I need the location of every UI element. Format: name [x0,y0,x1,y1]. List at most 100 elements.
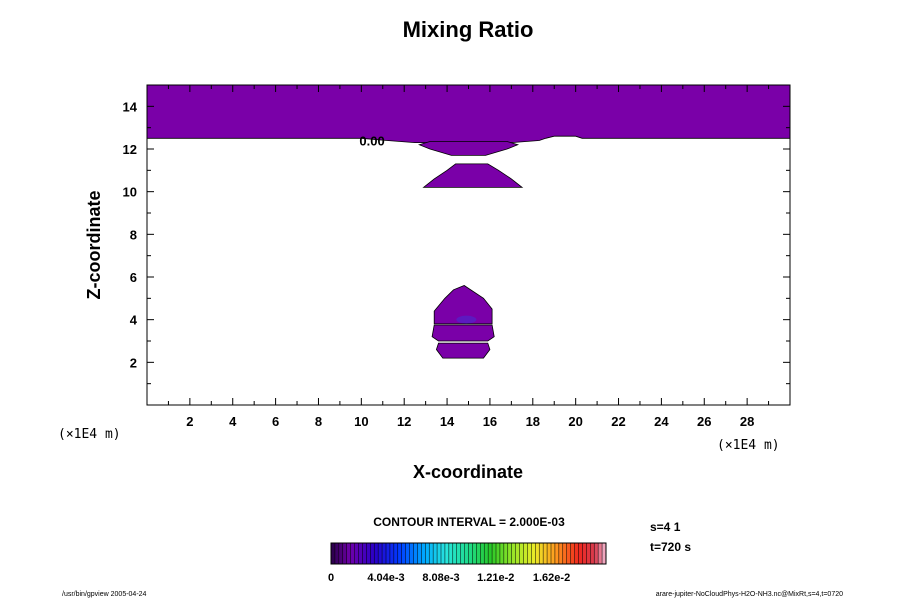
x-tick-label: 4 [229,414,237,429]
colorbar-tick-label: 8.08e-3 [422,572,459,584]
contour-region-band-10 [422,163,524,188]
colorbar-cell [539,543,544,564]
colorbar-tick-labels: 0 4.04e-3 8.08e-3 1.21e-2 1.62e-2 [328,572,570,584]
contour-region-cell-lower [435,342,491,359]
y-tick-label: 6 [130,270,137,285]
colorbar-tick-label: 4.04e-3 [367,572,404,584]
colorbar-cell [499,543,505,564]
colorbar-cell [535,543,540,564]
colorbar-cell [519,543,524,564]
colorbar-cell [452,543,457,564]
colorbar-cell [468,543,473,564]
colorbar-cell [531,543,536,564]
x-tick-label: 10 [354,414,368,429]
contour-core [456,315,477,324]
colorbar-cell [413,543,418,564]
colorbar-cell [472,543,477,564]
colorbar-cell [558,543,563,564]
colorbar-cell [511,543,516,564]
y-axis-label: Z-coordinate [84,190,104,299]
colorbar-cell [543,543,548,564]
chart-title: Mixing Ratio [403,17,534,42]
colorbar-frame [330,542,607,565]
colorbar-cell [551,543,556,564]
colorbar-cell [409,543,414,564]
colorbar-cell [488,543,493,564]
colorbar-cell [444,543,450,564]
contour-region-band-12 [417,141,520,156]
colorbar-tick-label: 0 [328,572,334,584]
x-tick-label: 26 [697,414,711,429]
colorbar-cell [594,543,599,564]
colorbar-cell [386,543,391,564]
colorbar-cell [496,543,501,564]
colorbar-cell [389,543,395,564]
colorbar-cell [382,543,387,564]
colorbar-cell [456,543,461,564]
colorbar-cell [562,543,567,564]
x-unit-left: (×1E4 m) [58,427,121,442]
colorbar-cell [429,543,434,564]
colorbar-cell [507,543,512,564]
x-tick-label: 28 [740,414,754,429]
x-tick-label: 18 [526,414,540,429]
x-tick-label: 8 [315,414,322,429]
x-tick-label: 24 [654,414,669,429]
x-tick-label: 14 [440,414,455,429]
info-step: s=4 1 [650,520,681,534]
colorbar-cell [378,543,383,564]
contour-region-cell-upper [433,285,493,325]
contour-interval: CONTOUR INTERVAL = 2.000E-03 [373,515,565,529]
colorbar-tick-label: 1.62e-2 [533,572,570,584]
colorbar-cell [331,543,336,564]
colorbar-cell [480,543,485,564]
colorbar-cell [523,543,528,564]
colorbar-cell [460,543,465,564]
y-tick-label: 14 [123,99,138,114]
contour-region-cell-middle [431,324,495,342]
colorbar-cell [401,543,406,564]
colorbar-cell [582,543,587,564]
colorbar-cell [574,543,579,564]
colorbar-cell [437,543,442,564]
colorbar-cell [366,543,371,564]
contour-label: 0.00 [359,133,384,148]
colorbar-cell [492,543,497,564]
colorbar-cell [476,543,481,564]
y-tick-label: 12 [123,142,137,157]
colorbar-cell [346,543,351,564]
colorbar-cell [370,543,375,564]
colorbar-cell [334,543,340,564]
y-tick-label: 8 [130,227,137,242]
colorbar-cell [448,543,453,564]
colorbar-cell [566,543,571,564]
x-tick-label: 16 [483,414,497,429]
x-tick-label: 20 [568,414,582,429]
footer-left: /usr/bin/gpview 2005-04-24 [62,591,147,598]
x-axis-label: X-coordinate [413,462,523,482]
colorbar-cell [362,543,367,564]
colorbar-cell [590,543,595,564]
colorbar-cell [425,543,430,564]
y-tick-label: 4 [130,313,138,328]
y-axis-ticks: 2 4 6 8 10 12 14 [123,99,790,385]
colorbar-cell [503,543,508,564]
contour-region-upper-layer [146,84,791,144]
colorbar-cell [338,543,343,564]
colorbar-cell [515,543,520,564]
colorbar-cell [354,543,359,564]
y-tick-label: 10 [123,185,137,200]
colorbar-cell [405,543,410,564]
colorbar-cell [350,543,355,564]
colorbar-cell [374,543,379,564]
colorbar-cell [397,543,402,564]
colorbar-cell [421,543,426,564]
info-time: t=720 s [650,540,691,554]
x-tick-label: 12 [397,414,411,429]
colorbar-cell [342,543,347,564]
colorbar-tick-label: 1.21e-2 [477,572,514,584]
colorbar-cell [393,543,398,564]
colorbar-cell [602,543,607,564]
y-tick-label: 2 [130,355,137,370]
